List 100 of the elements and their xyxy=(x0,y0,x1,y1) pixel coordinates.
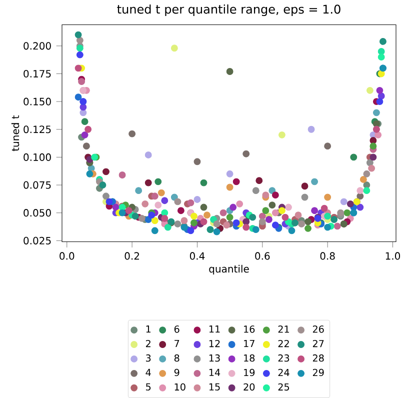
point xyxy=(138,214,146,222)
point xyxy=(363,187,370,194)
point xyxy=(76,36,84,44)
point xyxy=(363,170,370,178)
point xyxy=(102,168,110,176)
point xyxy=(226,184,234,191)
point xyxy=(252,226,260,233)
legend-label: 21 xyxy=(278,325,289,333)
point xyxy=(337,209,344,216)
point xyxy=(304,218,312,226)
point xyxy=(144,179,152,186)
point xyxy=(298,220,305,228)
point xyxy=(301,182,308,190)
point xyxy=(324,212,332,220)
point xyxy=(99,182,106,188)
point xyxy=(232,219,240,226)
point xyxy=(272,192,279,198)
x-tick-label: 0.8 xyxy=(320,252,335,260)
legend-label: 8 xyxy=(174,354,180,362)
legend-label: 22 xyxy=(278,340,289,348)
legend-label: 3 xyxy=(146,354,151,362)
legend-label: 19 xyxy=(244,368,255,376)
point xyxy=(151,217,158,224)
point xyxy=(236,200,244,208)
point xyxy=(334,222,341,230)
point xyxy=(304,224,312,232)
point xyxy=(232,178,240,186)
legend-label: 26 xyxy=(312,325,324,333)
point xyxy=(294,212,302,219)
point xyxy=(132,212,139,220)
point xyxy=(242,150,250,158)
point xyxy=(242,218,250,226)
point xyxy=(368,164,376,172)
point xyxy=(151,192,158,200)
point xyxy=(74,94,82,101)
point xyxy=(170,194,178,201)
point xyxy=(308,126,315,133)
point xyxy=(154,202,162,208)
legend-label: 20 xyxy=(244,383,255,391)
point xyxy=(370,137,377,144)
legend-label: 7 xyxy=(174,340,180,347)
point xyxy=(174,198,182,206)
point xyxy=(366,86,374,94)
point xyxy=(376,86,384,94)
point xyxy=(220,209,227,216)
point xyxy=(204,212,210,219)
point xyxy=(370,142,377,150)
point xyxy=(161,197,168,204)
point xyxy=(256,177,263,184)
point xyxy=(213,220,220,228)
point xyxy=(151,227,158,234)
point xyxy=(200,218,208,226)
legend-label: 14 xyxy=(209,368,220,376)
point xyxy=(76,44,84,52)
point xyxy=(80,104,87,111)
x-tick-label: 0.4 xyxy=(190,252,205,260)
legend-label: 13 xyxy=(209,354,220,362)
x-tick-label: 0.0 xyxy=(60,252,74,260)
point xyxy=(106,198,113,206)
point xyxy=(249,214,256,221)
point xyxy=(272,222,279,229)
legend-label: 28 xyxy=(312,354,324,362)
point xyxy=(265,216,272,223)
point xyxy=(161,209,168,216)
point xyxy=(374,131,382,138)
y-tick-label: 0.050 xyxy=(24,209,51,217)
point xyxy=(180,217,188,224)
point xyxy=(144,151,152,158)
y-axis-title: tuned t xyxy=(11,115,20,152)
legend-label: 1 xyxy=(146,326,151,333)
point xyxy=(356,204,364,211)
chart-title: tuned t per quantile range, eps = 1.0 xyxy=(117,4,340,16)
point xyxy=(252,187,260,194)
point xyxy=(226,68,234,75)
point xyxy=(118,209,126,216)
x-axis-title: quantile xyxy=(209,264,249,275)
x-tick-label: 0.2 xyxy=(124,252,139,260)
point xyxy=(187,227,194,234)
point xyxy=(278,207,286,214)
point xyxy=(324,142,332,150)
point xyxy=(223,222,230,229)
point xyxy=(356,187,364,194)
point xyxy=(177,207,184,214)
y-tick-label: 0.075 xyxy=(24,181,51,189)
legend-label: 4 xyxy=(146,368,151,376)
point xyxy=(200,204,208,211)
legend-label: 10 xyxy=(174,383,186,391)
point xyxy=(268,202,276,208)
point xyxy=(372,109,380,116)
point xyxy=(213,228,220,236)
legend-label: 11 xyxy=(209,326,220,333)
point xyxy=(360,176,367,183)
point xyxy=(350,154,358,161)
point xyxy=(74,31,82,38)
point xyxy=(380,38,386,45)
point xyxy=(154,178,162,186)
point xyxy=(194,196,201,203)
point xyxy=(301,194,308,201)
point xyxy=(376,98,384,106)
legend-label: 23 xyxy=(278,354,290,362)
